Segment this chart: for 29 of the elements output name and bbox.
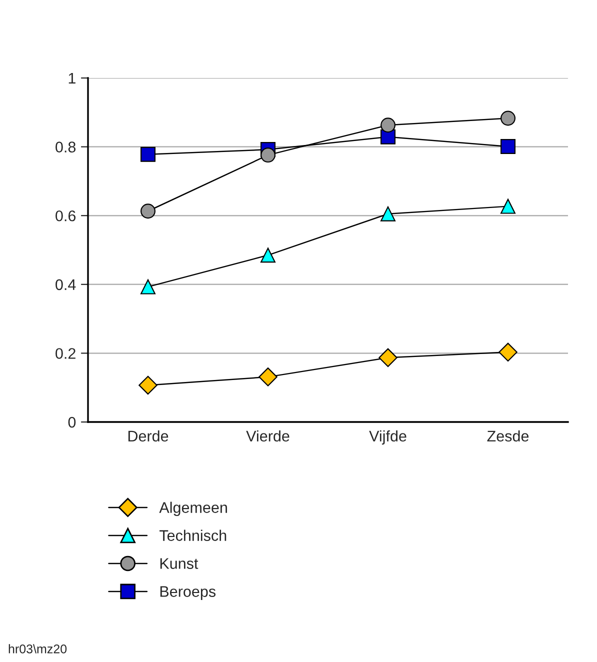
y-tick-label: 0.4 <box>56 279 76 290</box>
point <box>260 248 276 263</box>
x-tick-label: Vierde <box>246 430 290 442</box>
point <box>138 376 158 395</box>
y-tick-label: 0.2 <box>56 348 76 359</box>
legend-label: Beroeps <box>160 586 216 600</box>
point <box>140 146 156 162</box>
point <box>380 118 396 133</box>
legend-label: Technisch <box>160 530 226 541</box>
y-tick-label: 0.8 <box>56 142 76 152</box>
y-tick-label: 1 <box>68 73 76 84</box>
point <box>500 138 516 154</box>
point <box>140 204 156 219</box>
x-tick-label: Zesde <box>487 430 529 442</box>
point <box>500 198 516 214</box>
legend-label: Algemeen <box>159 502 227 516</box>
point <box>258 368 278 386</box>
point <box>498 342 518 362</box>
x-tick-label: Derde <box>128 430 168 442</box>
point <box>500 110 516 126</box>
text: hr03\mz20 <box>8 644 67 654</box>
y-tick-label: 0.6 <box>56 210 76 222</box>
point <box>140 279 156 294</box>
y-tick-label: 0 <box>68 416 76 428</box>
point <box>380 206 396 222</box>
x-tick-label: Vijfde <box>369 430 406 445</box>
point <box>378 348 398 368</box>
point <box>260 148 276 163</box>
legend-label: Kunst <box>160 558 198 569</box>
